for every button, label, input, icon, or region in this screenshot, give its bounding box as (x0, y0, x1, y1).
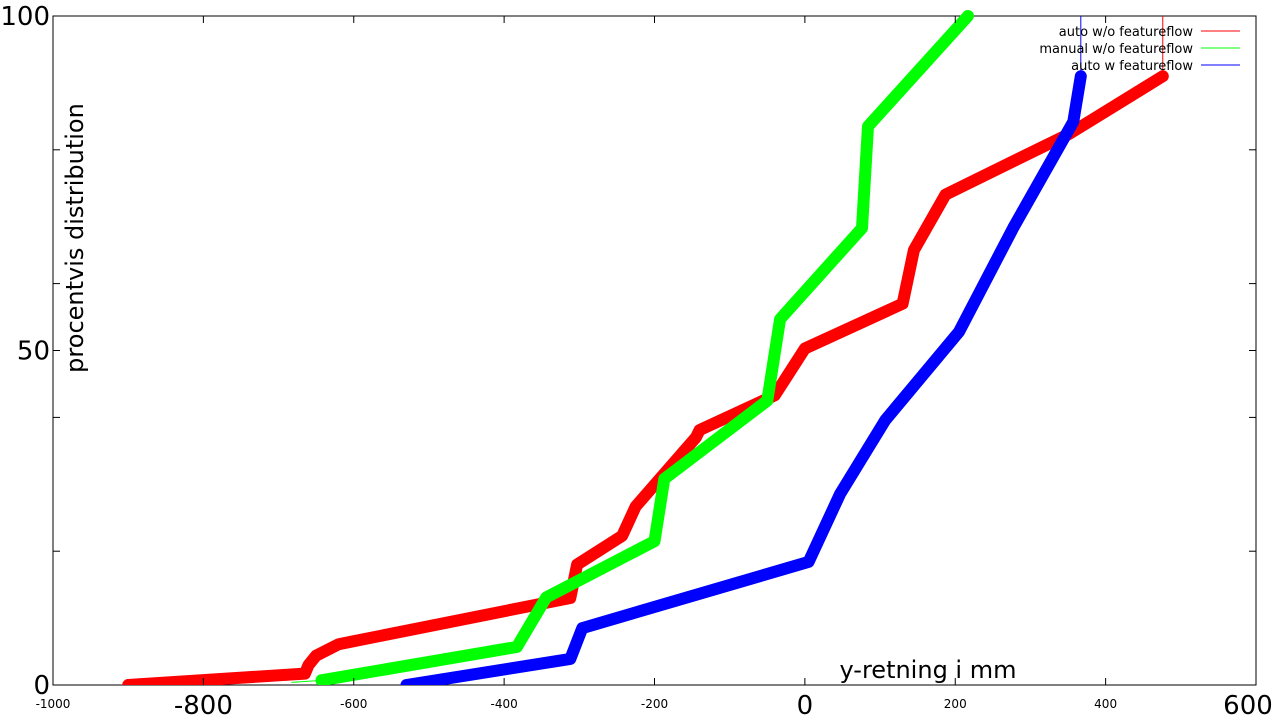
x-tick-label: 600 (1223, 691, 1273, 721)
y-tick-label: 0 (33, 671, 50, 701)
series-line-1 (315, 10, 974, 685)
legend-label: auto w/o featureflow (1059, 25, 1194, 40)
x-tick-label: -600 (340, 697, 367, 711)
legend: auto w/o featureflow manual w/o featurefl… (1039, 25, 1240, 74)
x-tick-label: -200 (641, 697, 668, 711)
x-tick-label: 400 (1094, 697, 1117, 711)
x-tick-label: 0 (797, 691, 814, 721)
series-line-2 (400, 70, 1087, 685)
series-layer (120, 10, 1169, 685)
legend-label: auto w featureflow (1071, 59, 1193, 74)
y-tick-label: 50 (17, 337, 50, 367)
y-axis-label: procentvis distribution (61, 103, 89, 373)
series-line-0 (122, 70, 1169, 685)
y-tick-label: 100 (0, 2, 50, 32)
x-tick-label: 200 (944, 697, 967, 711)
x-tick-label: -1000 (36, 697, 71, 711)
x-tick-label: -800 (174, 691, 233, 721)
x-axis-label: y-retning i mm (840, 656, 1017, 684)
legend-label: manual w/o featureflow (1039, 42, 1193, 57)
x-tick-label: -400 (491, 697, 518, 711)
